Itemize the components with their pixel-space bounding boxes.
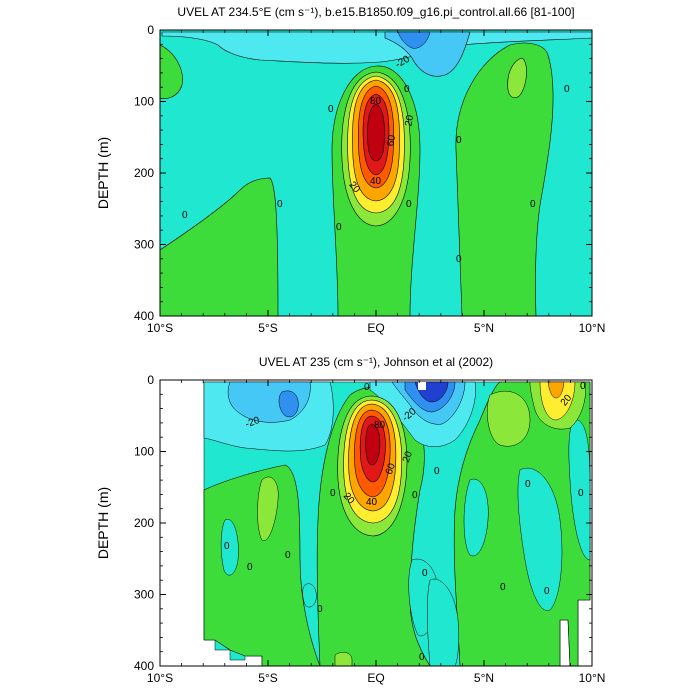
x-tick-label: 10°S	[147, 321, 173, 335]
contour-label-0-a: 0	[277, 199, 283, 210]
contour-cyan-right-a	[517, 468, 563, 611]
x-tick-label: EQ	[367, 671, 384, 685]
contour-green-left	[160, 177, 279, 316]
panel-model-ylabel: DEPTH (m)	[95, 137, 111, 209]
contour-label-80: 80	[370, 96, 382, 107]
panel-obs-title: UVEL AT 235 (cm s⁻¹), Johnson et al (200…	[259, 355, 493, 369]
y-tick-label: 100	[134, 445, 154, 459]
x-tick-label: 5°S	[258, 321, 277, 335]
x-tick-label: 5°S	[258, 671, 277, 685]
core-darkred	[367, 103, 385, 162]
panel-model: UVEL AT 234.5°E (cm s⁻¹), b.e15.B1850.f0…	[95, 5, 605, 335]
contour-cyan-left-a	[220, 519, 239, 576]
core-obs	[337, 395, 408, 537]
contour-cyan-right-b	[463, 478, 489, 557]
contour-yellow-right	[539, 381, 576, 421]
y-tick-label: 100	[134, 95, 154, 109]
contour-lightgreen-bottom	[334, 652, 353, 666]
panel-model-field: -20 20 60 40 20 80 0 0 0 0 0 0 0 0 0 0	[160, 30, 592, 316]
contour-label-0-h: 0	[564, 84, 570, 95]
contour-lightgreen-right	[487, 390, 531, 447]
contour-label-0-a: 0	[364, 382, 370, 393]
panel-obs: UVEL AT 235 (cm s⁻¹), Johnson et al (200…	[95, 355, 605, 685]
contour-label-0-d: 0	[406, 199, 412, 210]
panel-obs-ylabel: DEPTH (m)	[95, 487, 111, 559]
contour-green-right	[455, 42, 554, 316]
contour-label-0-l: 0	[544, 586, 550, 597]
contour-label-0-k: 0	[525, 479, 531, 490]
contour-label-0-f: 0	[247, 562, 253, 573]
contour-label-40: 40	[366, 497, 378, 508]
contour-cyan-top	[161, 31, 592, 64]
panel-model-title: UVEL AT 234.5°E (cm s⁻¹), b.e15.B1850.f0…	[177, 5, 574, 19]
x-tick-label: 10°S	[147, 671, 173, 685]
contour-label-0-c: 0	[336, 222, 342, 233]
contour-label-0-c: 0	[434, 466, 440, 477]
core-darkred	[365, 423, 381, 466]
contour-label-0-e: 0	[224, 541, 230, 552]
contour-label-0-o: 0	[419, 652, 425, 663]
contour-label-0-h: 0	[317, 604, 323, 615]
contour-label-20-a: 20	[401, 450, 415, 465]
contour-label-0-d: 0	[412, 490, 418, 501]
x-tick-label: EQ	[367, 321, 384, 335]
contour-label-40: 40	[370, 176, 382, 187]
y-tick-label: 300	[134, 588, 154, 602]
contour-blue-left	[278, 390, 299, 418]
contour-label-n20-a: -20	[244, 415, 262, 430]
contour-cyan-right-c	[568, 419, 591, 561]
nodata-gap	[418, 382, 426, 390]
contour-label-0-e: 0	[456, 135, 462, 146]
x-tick-label: 5°N	[474, 321, 494, 335]
x-tick-label: 10°N	[579, 321, 606, 335]
contour-label-20-a: 20	[403, 114, 416, 127]
contour-label-0-b: 0	[330, 488, 336, 499]
contour-label-80: 80	[374, 420, 386, 431]
y-tick-label: 300	[134, 238, 154, 252]
contour-label-0-n: 0	[580, 381, 586, 392]
core-model	[341, 71, 411, 227]
x-tick-label: 10°N	[579, 671, 606, 685]
contour-label-60: 60	[385, 134, 398, 147]
contour-label-0-m: 0	[578, 488, 584, 499]
contour-blue-top	[397, 31, 431, 49]
contour-lightgreen-left	[257, 476, 279, 541]
contour-green-topleft	[160, 44, 183, 99]
contour-cyan-center-b	[302, 583, 317, 608]
contour-label-0-g: 0	[285, 550, 291, 561]
contour-label-0-j: 0	[500, 582, 506, 593]
contour-label-0-f: 0	[456, 254, 462, 265]
y-tick-label: 200	[134, 516, 154, 530]
contour-cyan-bottom-a	[427, 578, 460, 666]
contour-orange-right	[547, 381, 565, 399]
contour-lightgreen-right	[507, 57, 527, 99]
contour-label-60: 60	[384, 462, 398, 477]
contour-label-0-j: 0	[404, 84, 410, 95]
y-tick-label: 0	[147, 373, 154, 387]
y-tick-label: 0	[147, 23, 154, 37]
contour-label-0-b: 0	[182, 210, 188, 221]
y-tick-label: 400	[134, 309, 154, 323]
y-tick-label: 200	[134, 166, 154, 180]
x-tick-label: 5°N	[474, 671, 494, 685]
contour-label-0-g: 0	[530, 199, 536, 210]
contour-label-0-i: 0	[328, 104, 334, 115]
y-tick-label: 400	[134, 659, 154, 673]
contour-label-0-i: 0	[422, 568, 428, 579]
panel-obs-field: -20 -20 20 60 40 20 80 20 0 0 0 0 0 0 0 …	[160, 380, 592, 666]
